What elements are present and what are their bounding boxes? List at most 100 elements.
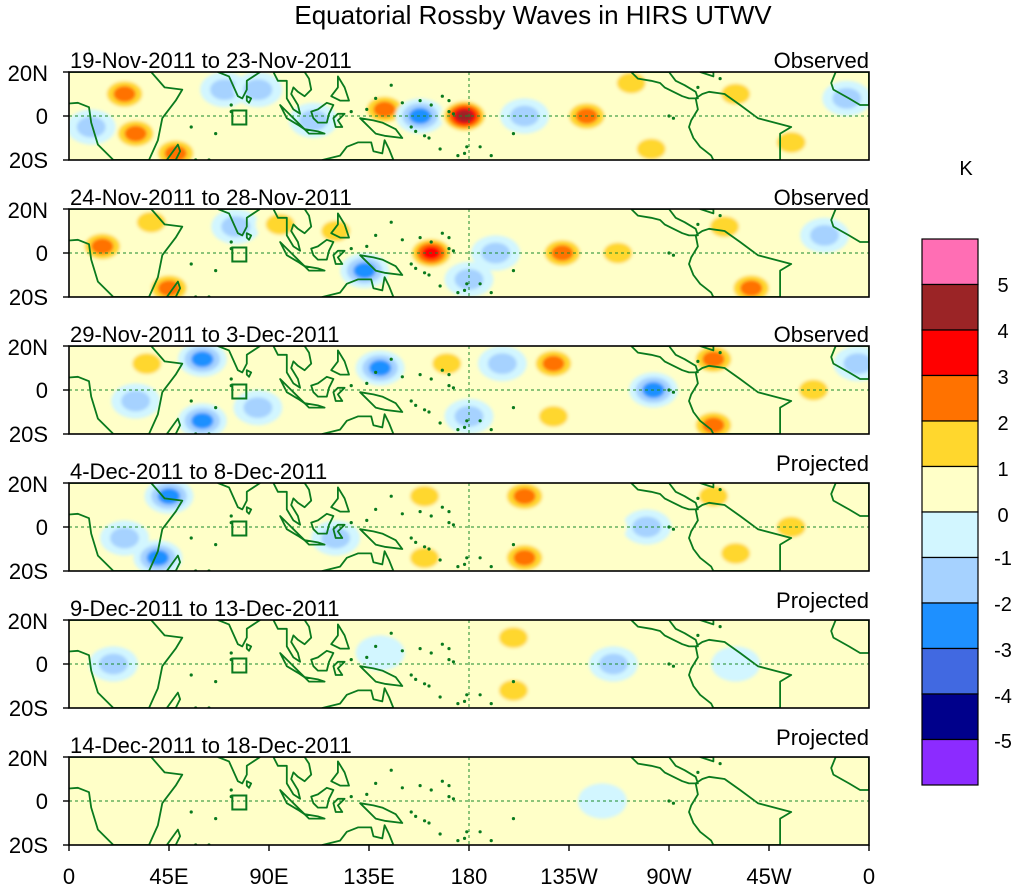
island-21 [489,839,493,843]
coastline-3 [216,483,262,511]
panel-1-anomaly-12 [616,72,646,94]
colorbar: K 5 4 3 2 1 0 -1 -2 -3 -4 -5 [959,158,1012,753]
island-17 [427,821,431,825]
island-7 [429,240,433,244]
colorbar-swatch-4 [921,374,979,422]
x-axis: 0 45E 90E 135E 180 135W 90W 45W 0 [63,864,875,889]
island-21 [489,154,493,158]
coastline-8 [310,512,335,535]
coastline-7 [303,265,326,272]
island-13 [456,839,460,843]
coastline-5 [272,209,313,252]
island-6 [418,373,422,377]
panel-3-anomaly-16 [843,353,869,374]
panel-1-anomaly-9 [456,109,473,123]
panel-5-anomaly-1 [499,627,528,648]
panel-4-anomaly-10 [721,543,751,564]
coastline-1 [69,72,184,160]
coastline-4 [245,232,253,241]
island-3 [374,370,378,374]
panel-2-anomaly-15 [454,269,484,290]
coastline-14 [699,483,715,489]
island-32 [718,762,722,766]
island-13 [456,154,460,158]
island-1 [349,521,353,525]
coastline-9 [332,797,346,813]
island-11 [422,545,427,549]
coastline-1 [69,346,184,434]
island-9 [447,784,451,788]
panel-1-coastlines [69,72,869,160]
panel-4-anomaly-13 [577,509,627,545]
island-9 [447,373,451,377]
island-18 [447,521,451,525]
coastline-7 [303,539,326,546]
coastline-16 [830,346,869,380]
panel-6-anomaly-1 [400,757,449,788]
island-11 [422,271,427,275]
island-3 [374,507,378,511]
panel-4-ylabel-20n: 20N [8,472,48,497]
island-13 [456,702,460,706]
island-22 [511,132,516,136]
panel-2-anomaly-14 [810,225,839,246]
island-19 [451,660,456,664]
island-17 [427,273,431,277]
island-10 [414,814,418,818]
colorbar-swatch-8 [921,556,979,604]
panel-3-anomaly-3 [191,412,214,429]
panel-1-anomaly-6 [299,110,328,131]
island-3 [374,233,378,237]
island-5 [400,512,404,516]
coastline-9 [332,112,346,128]
panel-1-anomaly-2 [124,125,147,142]
island-4 [389,220,393,224]
island-2 [365,381,369,385]
panel-3-anomaly-13 [702,351,725,368]
coastline-3 [216,620,262,648]
panel-4-anomaly-7 [410,547,439,569]
panel-4-region-box [231,520,248,537]
coastline-10 [359,665,404,687]
island-30 [671,527,676,531]
island-23 [229,240,233,244]
colorbar-label-neg3: -3 [994,640,1012,662]
island-7 [429,377,433,381]
island-6 [418,784,422,788]
panel-5-anomaly-3 [599,653,628,675]
island-11 [422,134,427,138]
island-13 [456,291,460,295]
colorbar-unit: K [959,158,973,180]
coastline-5 [272,346,313,389]
panel-1-ylabel-20s: 20S [9,148,48,173]
island-32 [718,214,722,218]
colorbar-boxes [921,238,979,786]
coastline-9 [332,249,346,265]
island-25 [189,673,193,677]
coastline-12 [321,550,395,571]
coastline-11 [330,623,350,650]
panel-4-anomaly-1 [157,488,181,505]
coastline-2 [165,691,181,708]
colorbar-label-1: 1 [997,459,1008,481]
colorbar-swatch-2 [921,283,979,331]
coastline-7 [303,813,326,820]
x-tick-label-0: 0 [63,864,75,889]
island-25 [189,536,193,540]
panel-6-coastlines [69,757,869,845]
island-25 [189,125,193,129]
panel-6: 14-Dec-2011 to 18-Dec-2011 Projected 20N… [8,725,869,858]
island-10 [414,129,418,133]
island-23 [229,103,233,107]
coastline-9 [332,386,346,402]
island-28 [214,543,218,547]
coastline-10 [359,391,404,413]
x-tick-label-8: 0 [863,864,875,889]
coastline-1 [69,757,184,845]
island-28 [214,817,218,821]
coastline-16 [830,72,869,106]
island-11 [422,408,427,412]
panel-3-period: 29-Nov-2011 to 3-Dec-2011 [70,322,339,347]
island-8 [440,642,444,646]
